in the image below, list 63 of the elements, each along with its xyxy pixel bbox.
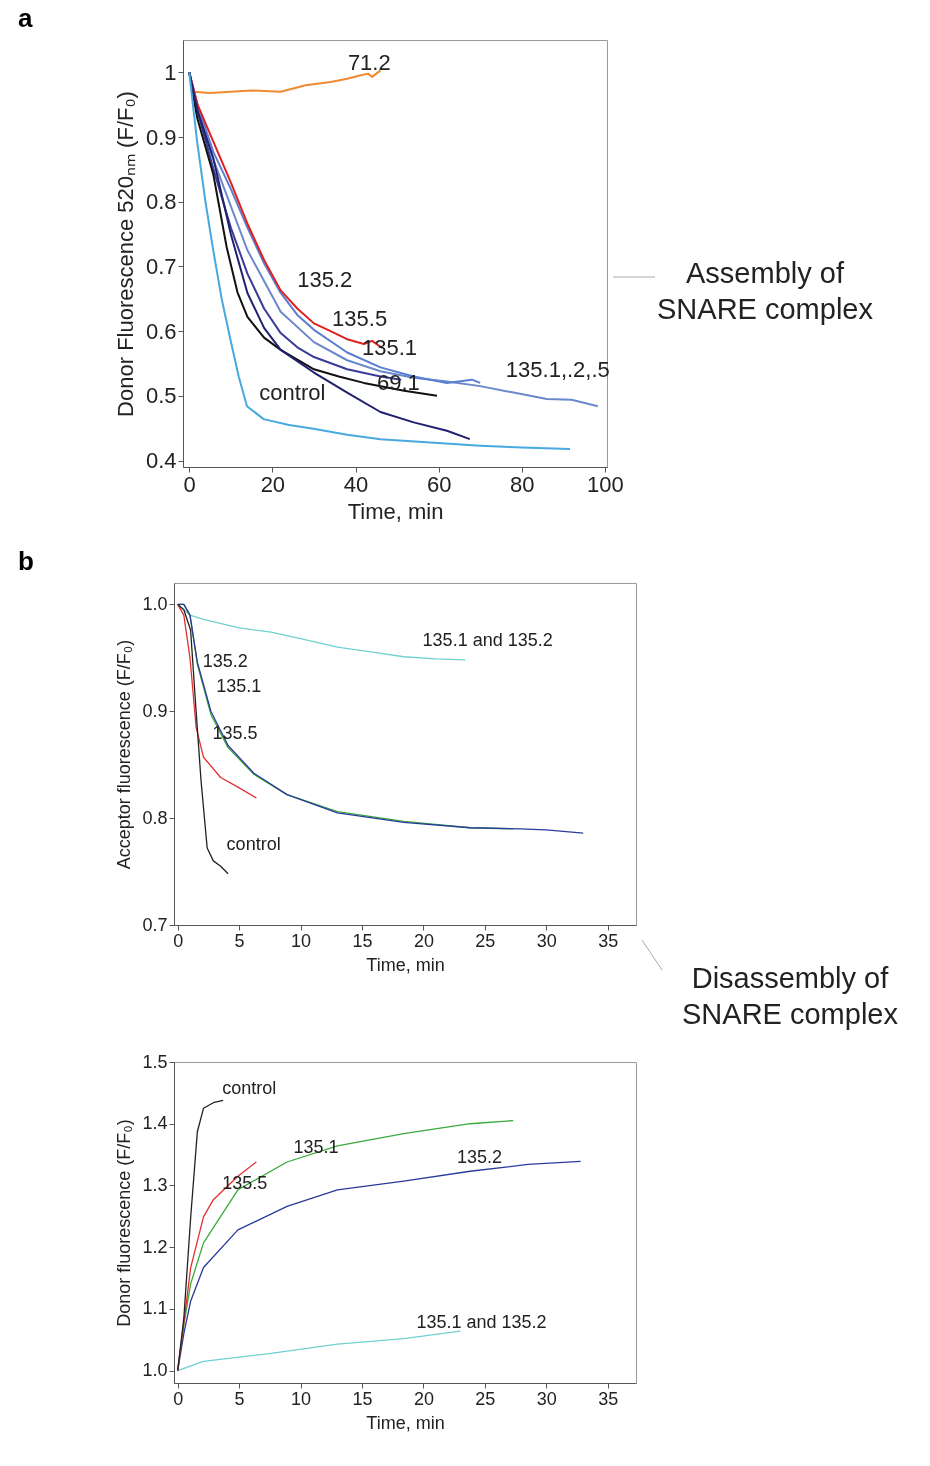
annotation: 135.1 and 135.2 [422, 629, 553, 650]
annotation: 135.2 [202, 651, 248, 672]
annotation: 135.5 [332, 305, 388, 331]
x-tick-label: 20 [413, 1388, 434, 1409]
text: Disassembly of SNARE complex [681, 961, 899, 1033]
y-tick-label: 1.5 [142, 1051, 168, 1072]
x-tick-label: 20 [260, 471, 286, 497]
y-tick-label: 1.2 [142, 1236, 168, 1257]
y-tick-label: 1.4 [142, 1113, 168, 1134]
annotation: 135.1,.2,.5 [505, 357, 610, 383]
y-tick-label: 0.5 [145, 383, 177, 409]
x-tick-label: 35 [598, 930, 619, 951]
y-tick-label: 1 [164, 59, 177, 85]
annotation: 135.2 [297, 266, 353, 292]
x-tick-label: 100 [587, 471, 624, 497]
annotation: 135.1 [293, 1136, 339, 1157]
x-tick-label: 20 [413, 930, 434, 951]
x-tick-label: 15 [352, 1388, 373, 1409]
x-tick-label: 25 [475, 1388, 496, 1409]
x-tick-label: 80 [510, 471, 535, 497]
x-tick-label: 30 [536, 1388, 557, 1409]
annotation: 135.1 [362, 334, 418, 360]
y-tick-label: 0.9 [145, 124, 177, 150]
y-tick-label: 0.6 [145, 318, 177, 344]
x-tick-label: 10 [291, 1388, 312, 1409]
x-tick-label: 35 [598, 1388, 619, 1409]
y-tick-label: 0.7 [145, 253, 177, 279]
x-tick-label: 60 [426, 471, 452, 497]
y-axis-title: Donor Fluorescence 520ₙₘ (F/F₀) [112, 91, 138, 417]
y-tick-label: 1.1 [142, 1298, 168, 1319]
x-tick-label: 5 [234, 930, 245, 951]
chart-title: a [18, 3, 33, 33]
y-tick-label: 0.4 [145, 448, 177, 474]
x-tick-label: 25 [475, 930, 496, 951]
x-axis-title: Time, min [366, 1412, 445, 1433]
x-axis-title: Time, min [347, 498, 444, 524]
x-tick-label: 0 [173, 930, 184, 951]
y-axis-title: Acceptor fluorescence (F/F₀) [114, 639, 135, 870]
annotation: 71.2 [347, 50, 391, 76]
x-tick-label: 0 [173, 1388, 184, 1409]
y-tick-label: 1.0 [142, 593, 168, 614]
x-tick-label: 30 [536, 930, 557, 951]
chart-title: b [18, 546, 34, 576]
annotation: control [259, 380, 326, 406]
y-tick-label: 0.8 [142, 807, 168, 828]
annotation: 135.1 [216, 675, 262, 696]
y-axis-title: Donor fluorescence (F/F₀) [114, 1119, 135, 1327]
annotation: 135.2 [457, 1147, 503, 1168]
annotation: 135.1 and 135.2 [416, 1311, 547, 1332]
x-tick-label: 0 [183, 471, 196, 497]
x-tick-label: 10 [291, 930, 312, 951]
x-tick-label: 40 [343, 471, 369, 497]
y-tick-label: 0.7 [142, 914, 168, 935]
y-tick-label: 0.8 [145, 189, 177, 215]
y-tick-label: 1.0 [142, 1360, 168, 1381]
x-tick-label: 15 [352, 930, 373, 951]
x-tick-label: 5 [234, 1388, 245, 1409]
text: Assembly of SNARE complex [656, 256, 874, 328]
annotation: control [226, 833, 281, 854]
x-axis-title: Time, min [366, 954, 445, 975]
y-tick-label: 1.3 [142, 1174, 168, 1195]
y-tick-label: 0.9 [142, 700, 168, 721]
annotation: control [222, 1078, 277, 1099]
